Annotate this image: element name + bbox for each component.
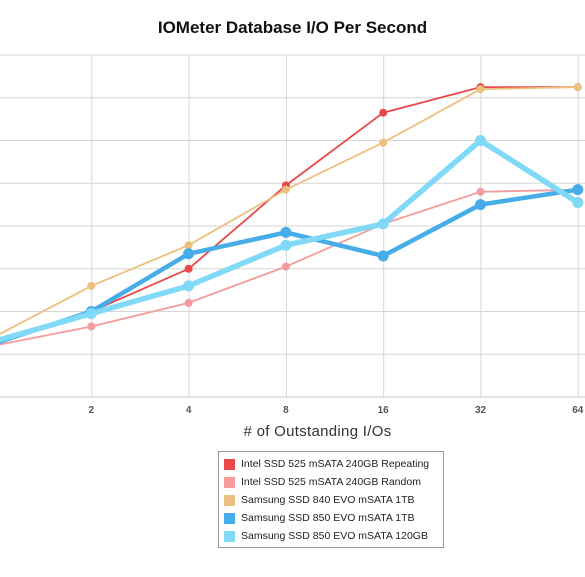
data-point [475, 199, 486, 211]
series-4 [0, 135, 584, 343]
data-point [184, 241, 193, 250]
legend-label: Samsung SSD 840 EVO mSATA 1TB [241, 494, 415, 506]
data-point [280, 226, 292, 238]
legend-label: Samsung SSD 850 EVO mSATA 1TB [241, 512, 415, 524]
data-point [184, 298, 193, 307]
x-tick-label: 8 [283, 405, 289, 416]
legend-item: Intel SSD 525 mSATA 240GB Repeating [224, 455, 439, 473]
legend-swatch [224, 458, 235, 470]
data-point [183, 248, 195, 260]
x-tick-label: 16 [378, 405, 390, 416]
series-0 [0, 83, 582, 341]
legend-swatch [224, 512, 235, 524]
legend-label: Samsung SSD 850 EVO mSATA 120GB [241, 530, 428, 542]
x-tick-label: 64 [572, 405, 584, 416]
data-point [85, 308, 97, 320]
legend-swatch [224, 494, 235, 506]
x-tick-label: 32 [475, 405, 487, 416]
chart-title: IOMeter Database I/O Per Second [157, 18, 428, 37]
legend-item: Intel SSD 525 mSATA 240GB Random [224, 473, 439, 491]
legend-label: Intel SSD 525 mSATA 240GB Repeating [241, 458, 430, 470]
data-point [377, 250, 389, 262]
x-tick-label: 4 [186, 405, 192, 416]
x-tick-label: 2 [89, 405, 95, 416]
series-2 [0, 83, 582, 335]
legend-swatch [224, 476, 235, 488]
series-line [0, 86, 579, 335]
data-point [183, 280, 195, 292]
legend: Intel SSD 525 mSATA 240GB Repeating Intel… [218, 451, 444, 548]
data-point [475, 135, 486, 146]
data-point [379, 108, 388, 117]
data-point [281, 185, 290, 194]
series-lines [0, 83, 584, 346]
x-axis: 2 4 8 16 32 64 [0, 396, 585, 416]
legend-swatch [224, 530, 235, 542]
data-point [572, 196, 584, 208]
legend-item: Samsung SSD 850 EVO mSATA 120GB [224, 527, 439, 545]
series-1 [0, 185, 582, 346]
series-line [0, 86, 579, 341]
data-point [87, 322, 96, 331]
grid-lines [0, 54, 585, 397]
data-point [476, 187, 485, 196]
data-point [184, 264, 193, 273]
legend-item: Samsung SSD 850 EVO mSATA 1TB [224, 509, 439, 527]
data-point [379, 138, 388, 147]
data-point [572, 184, 584, 196]
x-axis-label: # of Outstanding I/Os [243, 423, 392, 440]
legend-item: Samsung SSD 840 EVO mSATA 1TB [224, 491, 439, 509]
data-point [476, 85, 485, 94]
legend-label: Intel SSD 525 mSATA 240GB Random [241, 476, 421, 488]
data-point [573, 83, 582, 92]
data-point [377, 218, 389, 230]
series-3 [0, 184, 584, 344]
data-point [87, 281, 96, 290]
data-point [281, 262, 290, 271]
data-point [280, 239, 292, 251]
